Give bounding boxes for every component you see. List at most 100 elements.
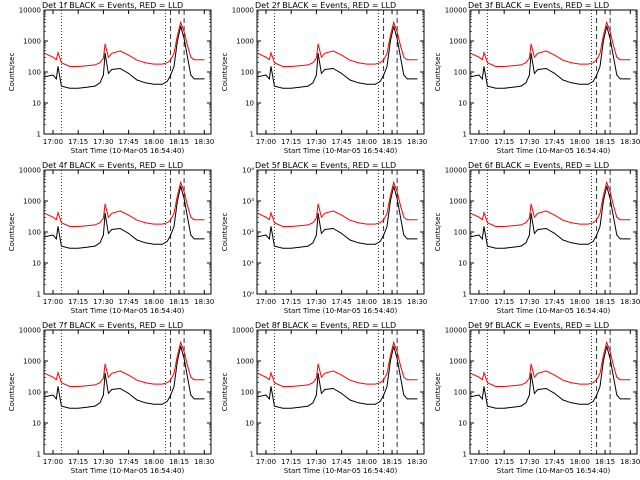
data-point-lld [69, 226, 71, 227]
data-point-lld [512, 225, 513, 227]
y-axis-label: Counts/sec [434, 213, 442, 252]
data-point-lld [265, 56, 267, 58]
y-axis-label: Counts/sec [8, 53, 16, 92]
data-point-lld [268, 59, 270, 61]
data-point-events [341, 393, 343, 394]
data-point-events [609, 358, 611, 359]
data-point-events [119, 228, 121, 229]
data-point-events [69, 247, 71, 249]
data-point-events [545, 68, 547, 69]
data-point-events [203, 78, 205, 80]
series-line-events [44, 346, 205, 409]
x-tick-label: 18:00 [144, 458, 164, 466]
data-point-events [393, 185, 395, 187]
data-point-lld [606, 341, 608, 343]
data-point-events [486, 245, 488, 247]
data-point-events [94, 245, 96, 247]
data-point-lld [273, 62, 275, 64]
panel-3: Det 3f BLACK = Events, RED = LLD 1 10 100 10… [434, 1, 640, 155]
y-tick-label: 100 [28, 229, 41, 237]
data-point-lld [290, 66, 292, 67]
data-point-lld [161, 63, 163, 65]
data-point-events [386, 226, 388, 227]
data-point-lld [268, 219, 270, 221]
data-point-lld [332, 50, 334, 52]
data-point-lld [616, 56, 618, 58]
data-point-lld [374, 63, 376, 65]
data-point-events [77, 247, 79, 249]
x-tick-label: 18:15 [595, 458, 615, 466]
data-point-lld [562, 379, 564, 381]
data-point-lld [94, 64, 96, 66]
data-point-lld [386, 52, 388, 54]
data-point-events [606, 185, 608, 187]
data-point-lld [613, 205, 614, 207]
data-point-lld [180, 21, 182, 23]
data-point-events [173, 386, 175, 387]
data-point-events [389, 360, 391, 362]
x-tick-label: 18:30 [620, 458, 640, 466]
data-point-lld [609, 351, 611, 353]
data-point-events [307, 245, 309, 247]
data-point-lld [545, 50, 547, 52]
panel-5: Det 5f BLACK = Events, RED = LLD 10⁰ 10¹ 10… [221, 161, 427, 315]
y-axis-label: Counts/sec [221, 213, 229, 252]
data-point-events [52, 234, 54, 236]
x-tick-label: 17:45 [119, 138, 139, 146]
data-point-events [383, 234, 385, 236]
data-point-events [299, 406, 300, 408]
data-point-lld [341, 214, 343, 216]
panel-title: Det 4f BLACK = Events, RED = LLD [42, 161, 183, 170]
data-point-lld [400, 205, 401, 207]
data-point-lld [587, 63, 589, 65]
data-point-lld [571, 222, 572, 224]
x-tick-label: 18:00 [570, 458, 590, 466]
data-point-events [562, 79, 564, 81]
data-point-lld [403, 376, 405, 378]
data-point-events [60, 85, 62, 87]
x-tick-label: 18:00 [570, 298, 590, 306]
data-point-lld [596, 219, 598, 221]
data-point-events [324, 389, 326, 390]
data-point-events [571, 82, 572, 84]
data-point-events [406, 398, 408, 400]
data-point-events [145, 402, 146, 404]
data-point-lld [332, 370, 334, 372]
data-point-events [299, 246, 300, 248]
data-point-lld [161, 223, 163, 225]
data-point-lld [534, 56, 535, 58]
x-tick-label: 17:45 [332, 458, 352, 466]
x-tick-label: 18:15 [382, 138, 402, 146]
data-point-lld [312, 382, 314, 384]
data-point-events [86, 246, 87, 248]
data-point-lld [153, 223, 155, 225]
data-point-lld [393, 21, 395, 23]
y-tick-label: 10³ [242, 198, 254, 206]
data-point-events [530, 52, 532, 54]
x-tick-label: 17:15 [494, 138, 514, 146]
data-point-lld [503, 226, 505, 227]
data-point-lld [103, 57, 104, 59]
data-point-lld [299, 385, 300, 387]
panel-title: Det 3f BLACK = Events, RED = LLD [468, 1, 609, 10]
data-point-lld [290, 226, 292, 227]
data-point-lld [400, 365, 401, 367]
data-point-lld [386, 212, 388, 214]
data-point-lld [69, 66, 71, 67]
data-point-lld [183, 191, 185, 193]
data-point-lld [99, 222, 101, 224]
y-tick-label: 10 [32, 420, 41, 428]
x-tick-label: 17:15 [68, 458, 88, 466]
series-line-lld [257, 20, 418, 67]
data-point-lld [599, 212, 601, 214]
data-point-lld [307, 384, 309, 386]
data-point-events [77, 87, 79, 89]
panel-title: Det 9f BLACK = Events, RED = LLD [468, 321, 609, 330]
data-point-lld [119, 370, 121, 372]
data-point-events [332, 388, 334, 389]
data-point-lld [470, 372, 471, 374]
data-point-events [268, 238, 270, 240]
data-point-events [103, 234, 104, 236]
data-point-events [273, 85, 275, 87]
panel-7: Det 7f BLACK = Events, RED = LLD 1 10 100 10… [8, 321, 214, 475]
